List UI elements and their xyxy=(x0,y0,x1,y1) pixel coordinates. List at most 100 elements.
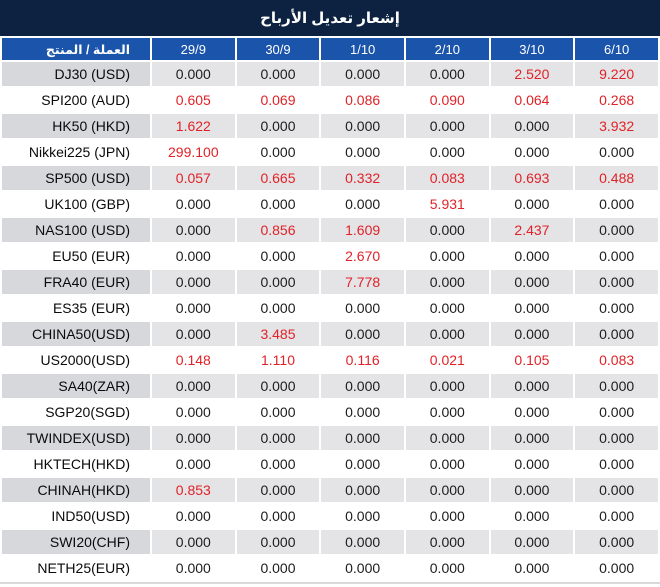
value-cell: 0.853 xyxy=(152,478,235,502)
table-row: HK50 (HKD) 1.622 0.000 0.000 0.000 0.000 3.932 xyxy=(2,114,658,138)
product-label: EU50 (EUR) xyxy=(2,244,150,268)
value-cell: 0.000 xyxy=(405,218,489,242)
value-cell: 0.000 xyxy=(575,192,658,216)
table-row: HKTECH(HKD) 0.000 0.000 0.000 0.000 0.000 0.00… xyxy=(2,452,658,476)
value-cell: 0.000 xyxy=(490,114,574,138)
table-row: SPI200 (AUD) 0.605 0.069 0.086 0.090 0.064 0.2… xyxy=(2,88,658,112)
value-cell: 0.000 xyxy=(405,270,489,294)
product-label: SWI20(CHF) xyxy=(2,530,150,554)
product-label: ES35 (EUR) xyxy=(2,296,150,320)
value-cell: 0.000 xyxy=(152,270,235,294)
table-row: CHINA50(USD) 0.000 3.485 0.000 0.000 0.000 0.0… xyxy=(2,322,658,346)
value-cell: 0.000 xyxy=(236,504,320,528)
value-cell: 0.332 xyxy=(321,166,404,190)
column-header-date-3: 1/10 xyxy=(321,38,404,60)
value-cell: 0.021 xyxy=(405,348,489,372)
value-cell: 2.520 xyxy=(490,62,574,86)
value-cell: 0.000 xyxy=(321,504,404,528)
value-cell: 0.116 xyxy=(321,348,404,372)
column-header-date-6: 6/10 xyxy=(575,38,658,60)
value-cell: 0.000 xyxy=(236,556,320,580)
value-cell: 0.000 xyxy=(152,530,235,554)
value-cell: 0.083 xyxy=(405,166,489,190)
value-cell: 0.488 xyxy=(575,166,658,190)
product-label: HK50 (HKD) xyxy=(2,114,150,138)
value-cell: 0.000 xyxy=(405,140,489,164)
value-cell: 0.000 xyxy=(490,296,574,320)
table-row: SWI20(CHF) 0.000 0.000 0.000 0.000 0.000 0.000 xyxy=(2,530,658,554)
value-cell: 0.000 xyxy=(490,452,574,476)
value-cell: 0.000 xyxy=(575,400,658,424)
value-cell: 0.000 xyxy=(575,244,658,268)
value-cell: 0.000 xyxy=(405,478,489,502)
value-cell: 0.000 xyxy=(236,426,320,450)
value-cell: 0.000 xyxy=(321,114,404,138)
value-cell: 1.622 xyxy=(152,114,235,138)
value-cell: 0.000 xyxy=(575,218,658,242)
value-cell: 0.000 xyxy=(321,62,404,86)
product-label: FRA40 (EUR) xyxy=(2,270,150,294)
column-header-product: العملة / المنتج xyxy=(2,38,150,60)
product-label: UK100 (GBP) xyxy=(2,192,150,216)
value-cell: 0.000 xyxy=(236,192,320,216)
table-row: FRA40 (EUR) 0.000 0.000 7.778 0.000 0.000 0.00… xyxy=(2,270,658,294)
value-cell: 0.000 xyxy=(321,322,404,346)
value-cell: 0.148 xyxy=(152,348,235,372)
value-cell: 0.000 xyxy=(152,400,235,424)
dividend-adjustment-table: العملة / المنتج 29/9 30/9 1/10 2/10 3/10… xyxy=(0,36,660,582)
value-cell: 0.000 xyxy=(490,556,574,580)
value-cell: 0.000 xyxy=(236,114,320,138)
value-cell: 0.000 xyxy=(490,400,574,424)
product-label: IND50(USD) xyxy=(2,504,150,528)
value-cell: 0.000 xyxy=(575,452,658,476)
column-header-date-5: 3/10 xyxy=(490,38,574,60)
value-cell: 0.000 xyxy=(405,114,489,138)
value-cell: 0.000 xyxy=(405,62,489,86)
value-cell: 0.000 xyxy=(575,296,658,320)
value-cell: 0.000 xyxy=(152,504,235,528)
column-header-date-4: 2/10 xyxy=(405,38,489,60)
value-cell: 0.000 xyxy=(575,140,658,164)
value-cell: 7.778 xyxy=(321,270,404,294)
product-label: US2000(USD) xyxy=(2,348,150,372)
value-cell: 0.000 xyxy=(236,374,320,398)
value-cell: 0.000 xyxy=(405,556,489,580)
value-cell: 0.000 xyxy=(321,296,404,320)
value-cell: 0.000 xyxy=(152,322,235,346)
table-row: EU50 (EUR) 0.000 0.000 2.670 0.000 0.000 0.000 xyxy=(2,244,658,268)
value-cell: 0.000 xyxy=(321,530,404,554)
column-header-date-2: 30/9 xyxy=(236,38,320,60)
value-cell: 0.000 xyxy=(405,452,489,476)
value-cell: 0.000 xyxy=(405,244,489,268)
value-cell: 0.000 xyxy=(575,322,658,346)
value-cell: 0.057 xyxy=(152,166,235,190)
value-cell: 0.000 xyxy=(152,452,235,476)
value-cell: 0.000 xyxy=(575,504,658,528)
value-cell: 0.000 xyxy=(321,478,404,502)
product-label: SPI200 (AUD) xyxy=(2,88,150,112)
value-cell: 0.090 xyxy=(405,88,489,112)
value-cell: 0.086 xyxy=(321,88,404,112)
value-cell: 0.000 xyxy=(405,530,489,554)
value-cell: 0.000 xyxy=(575,530,658,554)
value-cell: 3.485 xyxy=(236,322,320,346)
value-cell: 0.000 xyxy=(490,504,574,528)
value-cell: 0.000 xyxy=(575,478,658,502)
value-cell: 0.000 xyxy=(236,62,320,86)
value-cell: 0.000 xyxy=(405,296,489,320)
value-cell: 0.000 xyxy=(152,556,235,580)
value-cell: 0.000 xyxy=(321,192,404,216)
table-row: UK100 (GBP) 0.000 0.000 0.000 5.931 0.000 0.00… xyxy=(2,192,658,216)
product-label: SGP20(SGD) xyxy=(2,400,150,424)
value-cell: 0.000 xyxy=(490,192,574,216)
product-label: SP500 (USD) xyxy=(2,166,150,190)
value-cell: 0.000 xyxy=(490,270,574,294)
value-cell: 0.000 xyxy=(152,192,235,216)
value-cell: 0.000 xyxy=(236,478,320,502)
value-cell: 0.083 xyxy=(575,348,658,372)
product-label: TWINDEX(USD) xyxy=(2,426,150,450)
value-cell: 0.000 xyxy=(236,244,320,268)
value-cell: 0.064 xyxy=(490,88,574,112)
value-cell: 0.000 xyxy=(490,530,574,554)
value-cell: 1.110 xyxy=(236,348,320,372)
